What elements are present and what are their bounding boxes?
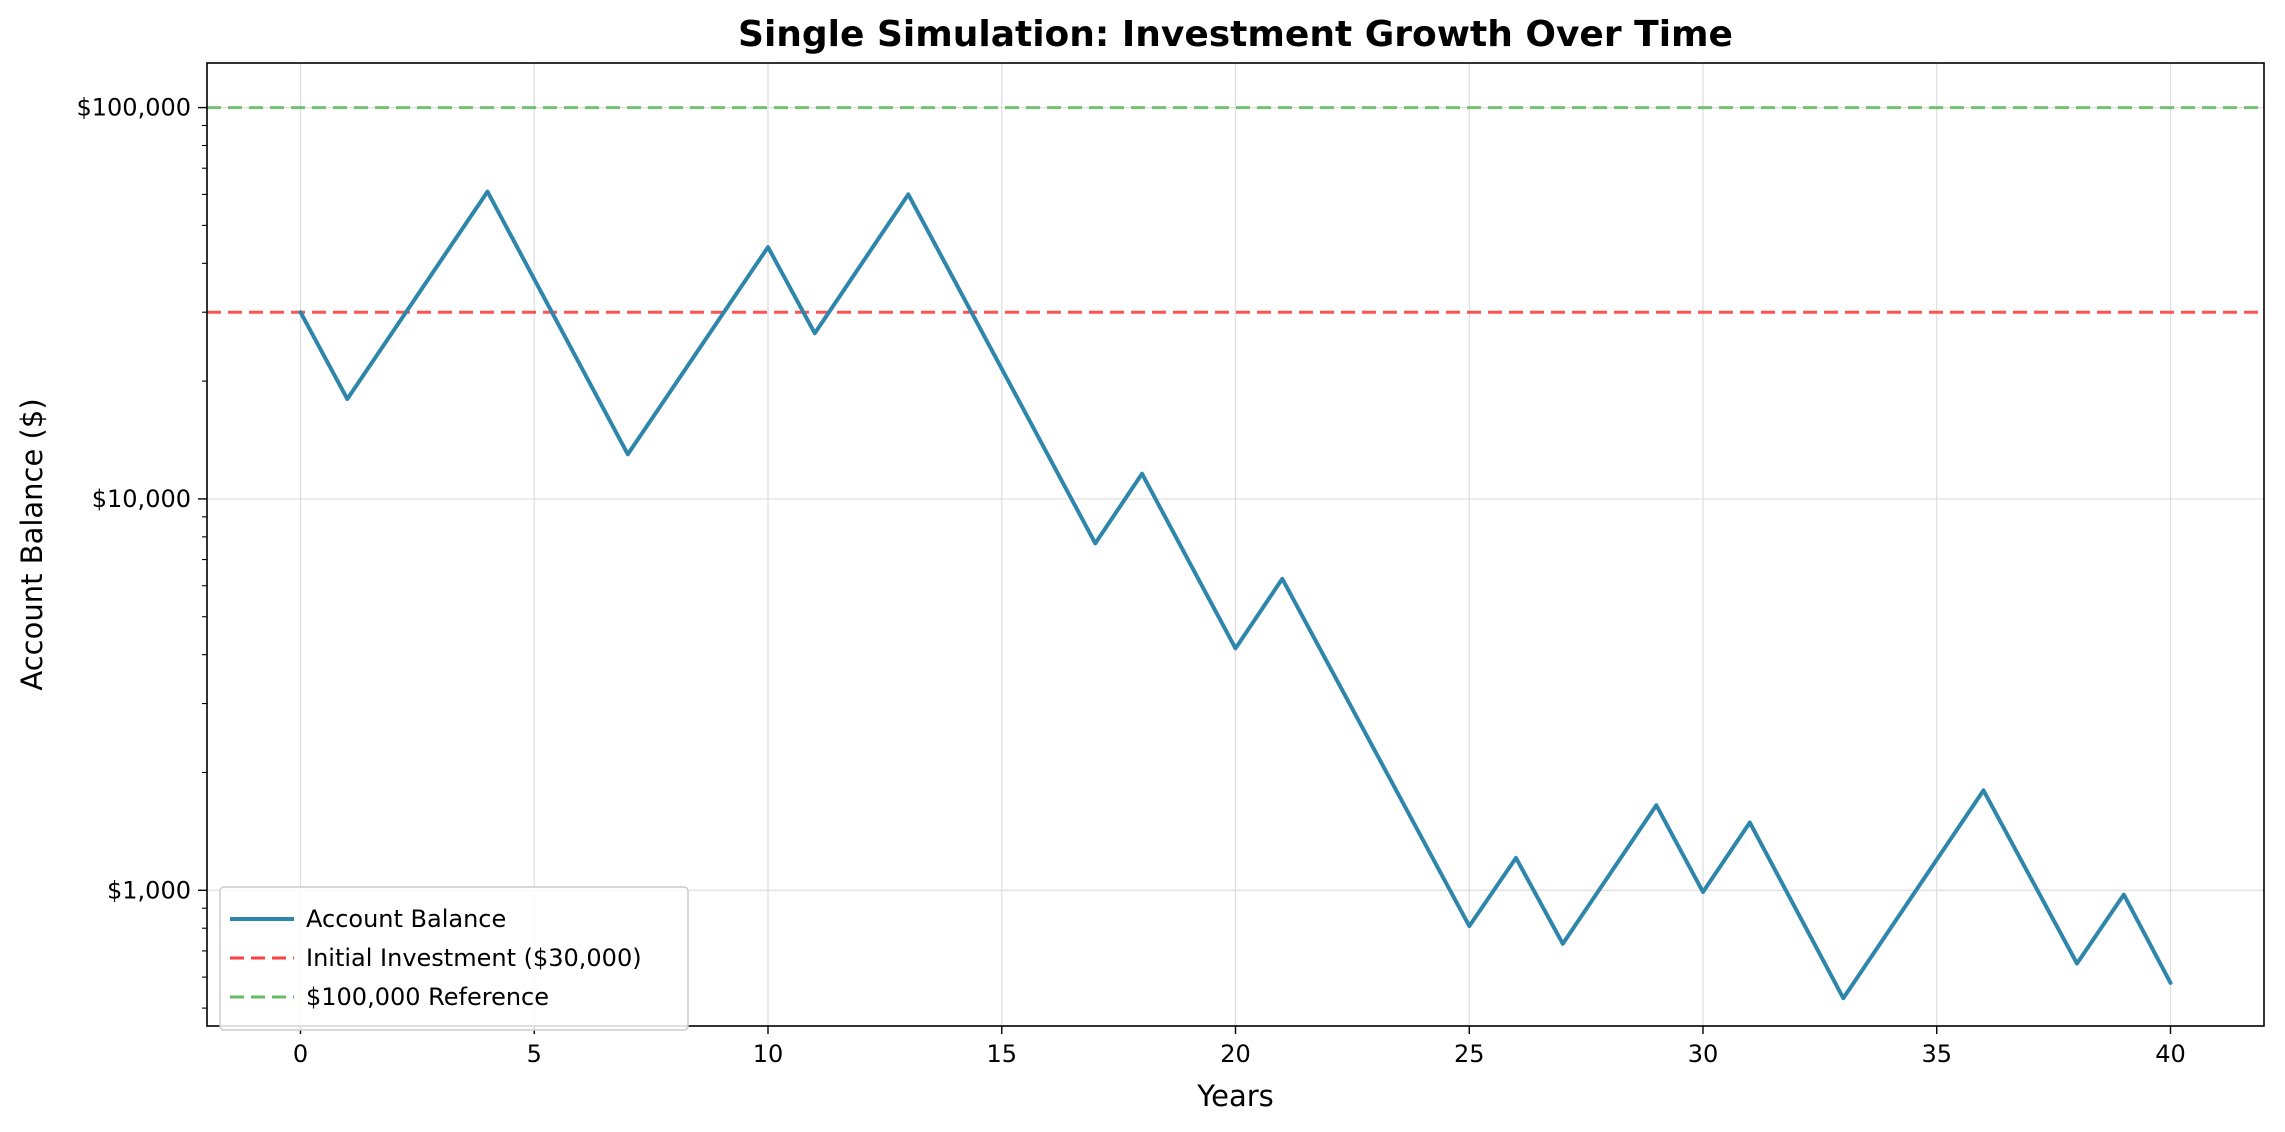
y-tick-label: $1,000 xyxy=(107,876,191,904)
series-lines xyxy=(298,189,2173,1001)
legend: Account Balance Initial Investment ($30,0… xyxy=(219,886,689,1031)
x-tick-label: 40 xyxy=(2155,1040,2186,1068)
legend-label: $100,000 Reference xyxy=(306,983,549,1011)
y-tick-label: $100,000 xyxy=(76,94,191,122)
y-axis-label: Account Balance ($) xyxy=(15,398,49,690)
legend-box xyxy=(219,886,689,1031)
x-tick-label: 35 xyxy=(1921,1040,1952,1068)
x-axis-label: Years xyxy=(1196,1079,1274,1113)
grid-lines xyxy=(207,63,2264,1026)
x-tick-label: 5 xyxy=(527,1040,542,1068)
x-tick-label: 30 xyxy=(1688,1040,1719,1068)
x-tick-label: 0 xyxy=(293,1040,308,1068)
x-tick-label: 15 xyxy=(986,1040,1017,1068)
chart-title: Single Simulation: Investment Growth Ove… xyxy=(738,14,1733,55)
x-axis-ticks: 0 5 10 15 20 25 30 35 40 xyxy=(293,1026,2186,1068)
x-tick-label: 10 xyxy=(753,1040,784,1068)
x-tick-label: 25 xyxy=(1454,1040,1485,1068)
x-tick-label: 20 xyxy=(1220,1040,1251,1068)
legend-label: Initial Investment ($30,000) xyxy=(306,944,642,972)
legend-label: Account Balance xyxy=(306,905,506,933)
y-axis-ticks: $1,000 $10,000 $100,000 xyxy=(76,94,207,1009)
y-tick-label: $10,000 xyxy=(92,485,191,513)
series-line xyxy=(298,189,2173,1001)
